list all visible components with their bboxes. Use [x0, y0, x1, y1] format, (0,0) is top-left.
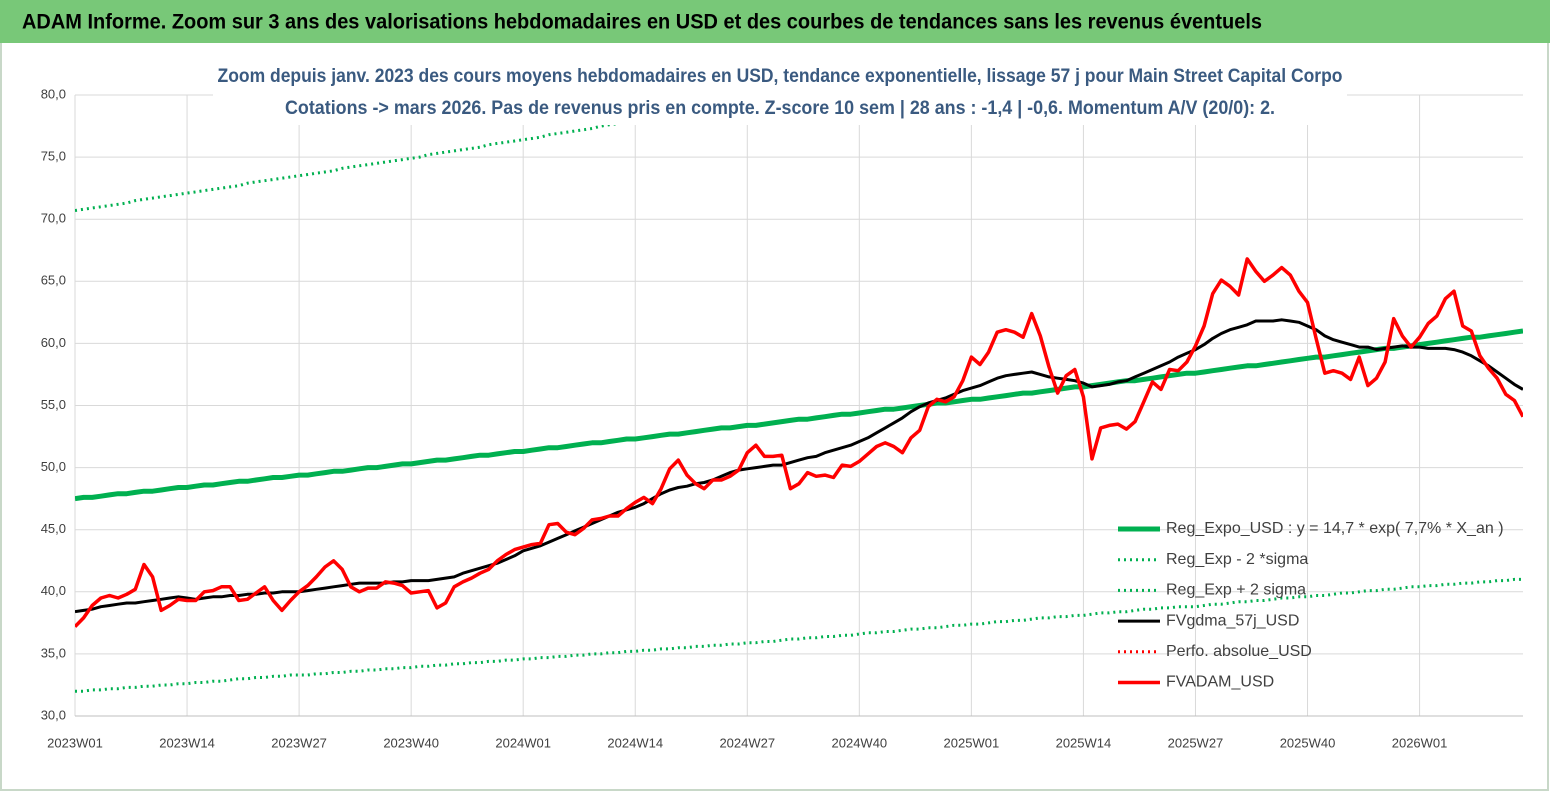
chart-title: Zoom depuis janv. 2023 des cours moyens … — [218, 66, 1343, 87]
x-tick-label: 2025W27 — [1168, 735, 1224, 750]
legend-label: Perfo. absolue_USD — [1166, 643, 1312, 660]
legend-label: FVgdma_57j_USD — [1166, 612, 1299, 629]
y-tick-label: 60,0 — [41, 335, 66, 350]
y-tick-label: 35,0 — [41, 645, 66, 660]
series-line — [75, 318, 1523, 614]
page-title: ADAM Informe. Zoom sur 3 ans des valoris… — [22, 11, 1262, 34]
y-tick-label: 40,0 — [41, 583, 66, 598]
grid: 30,0 35,0 40,0 45,0 50,0 55,0 60,0 65,0 70,0 75,0… — [41, 86, 1523, 750]
x-tick-label: 2023W01 — [47, 735, 103, 750]
y-tick-label: 70,0 — [41, 211, 66, 226]
x-tick-label: 2024W40 — [832, 735, 888, 750]
title-box — [213, 61, 1347, 125]
x-tick-label: 2025W40 — [1280, 735, 1336, 750]
x-tick-label: 2024W14 — [607, 735, 663, 750]
legend-label: Reg_Exp + 2 sigma — [1166, 582, 1306, 599]
x-tick-label: 2023W27 — [271, 735, 327, 750]
y-tick-label: 65,0 — [41, 273, 66, 288]
y-tick-label: 30,0 — [41, 707, 66, 722]
legend-label: Reg_Expo_USD : y = 14,7 * exp( 7,7% * X_… — [1166, 520, 1504, 537]
chart-subtitle: Cotations -> mars 2026. Pas de revenus p… — [285, 98, 1275, 119]
series-line — [75, 257, 1523, 628]
legend: Reg_Expo_USD : y = 14,7 * exp( 7,7% * X_… — [1118, 520, 1504, 691]
y-tick-label: 55,0 — [41, 397, 66, 412]
x-tick-label: 2024W27 — [719, 735, 775, 750]
x-tick-label: 2024W01 — [495, 735, 551, 750]
x-tick-label: 2023W14 — [159, 735, 215, 750]
x-tick-label: 2026W01 — [1392, 735, 1448, 750]
y-tick-label: 80,0 — [41, 86, 66, 101]
x-tick-label: 2023W40 — [383, 735, 439, 750]
y-tick-label: 45,0 — [41, 521, 66, 536]
legend-label: Reg_Exp - 2 *sigma — [1166, 551, 1308, 568]
y-tick-label: 50,0 — [41, 459, 66, 474]
series-line — [75, 328, 1523, 502]
y-tick-label: 75,0 — [41, 149, 66, 164]
x-tick-label: 2025W14 — [1056, 735, 1112, 750]
legend-label: FVADAM_USD — [1166, 674, 1274, 691]
x-tick-label: 2025W01 — [944, 735, 1000, 750]
series-line — [75, 577, 1523, 693]
plot-area — [75, 95, 1523, 693]
banner — [0, 0, 1550, 43]
